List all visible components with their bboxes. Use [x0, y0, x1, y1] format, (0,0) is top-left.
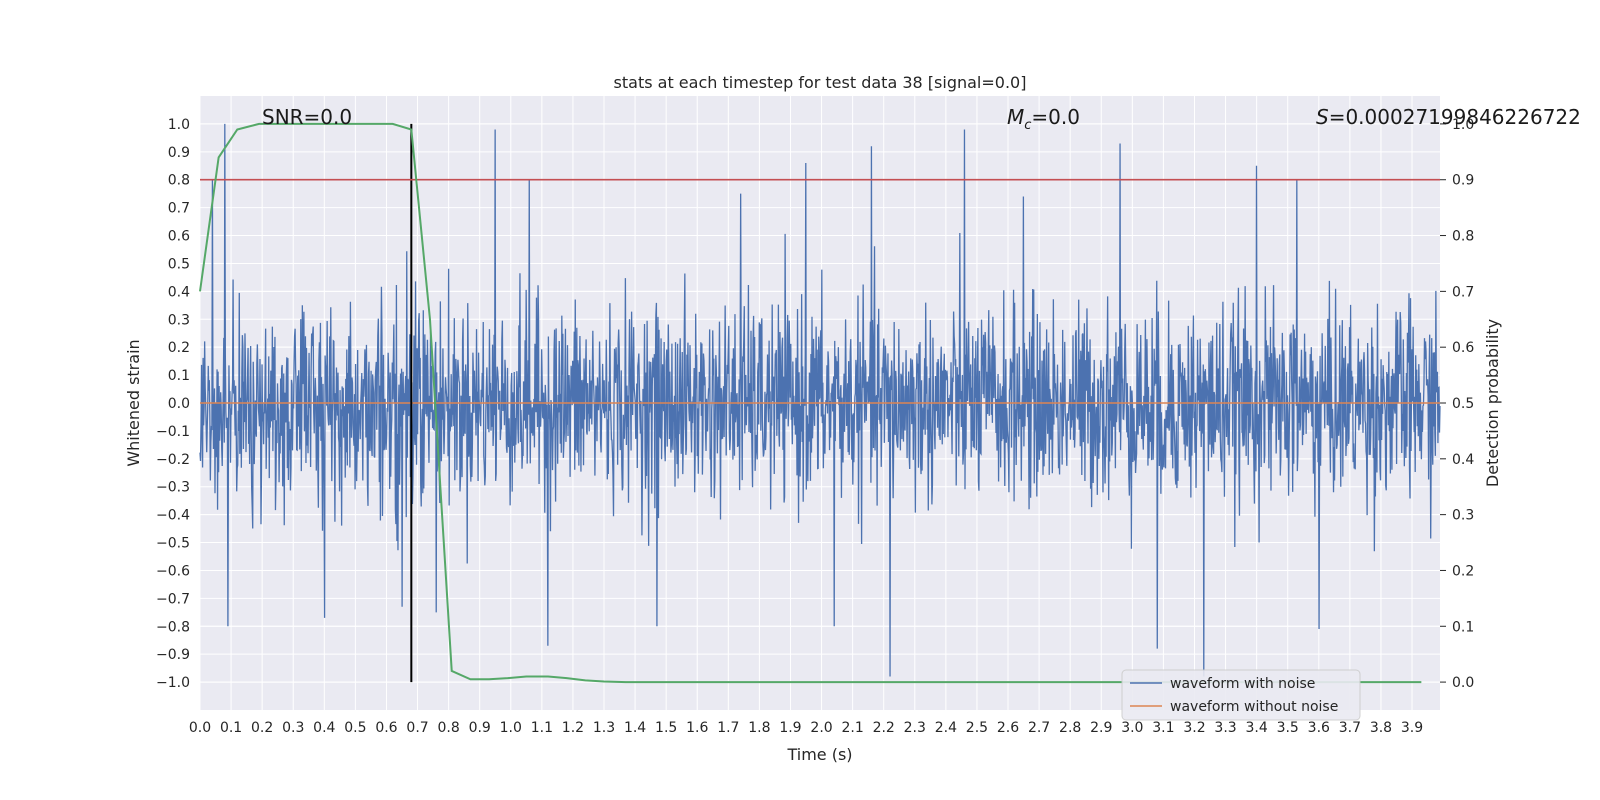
- s-annotation: S=0.00027199846226722: [1316, 105, 1581, 129]
- x-tick-label: 2.1: [841, 720, 863, 736]
- y2-tick-label: 0.3: [1452, 508, 1474, 524]
- y2-axis-label: Detection probability: [1483, 319, 1502, 487]
- y2-tick-label: 0.7: [1452, 284, 1474, 300]
- y-tick-label: −0.5: [156, 536, 190, 552]
- x-tick-label: 3.1: [1152, 720, 1174, 736]
- x-tick-label: 2.5: [966, 720, 988, 736]
- y-tick-label: −0.2: [156, 452, 190, 468]
- x-tick-label: 2.0: [810, 720, 832, 736]
- series-detection-probability: [199, 122, 1422, 684]
- x-tick-label: 1.0: [500, 720, 522, 736]
- x-tick-label: 2.4: [935, 720, 957, 736]
- y-tick-label: 0.6: [168, 229, 190, 245]
- x-tick-label: 1.8: [748, 720, 770, 736]
- y2-tick-label: 0.5: [1452, 396, 1474, 412]
- x-tick-label: 1.5: [655, 720, 677, 736]
- y-axis-label: Whitened strain: [124, 339, 143, 466]
- y-tick-label: 0.8: [168, 173, 190, 189]
- x-axis-label: Time (s): [786, 745, 852, 764]
- x-tick-label: 1.2: [562, 720, 584, 736]
- y-tick-label: 0.1: [168, 368, 190, 384]
- y2-tick-label: 0.6: [1452, 340, 1474, 356]
- chirp-mass-subscript: c: [1024, 118, 1031, 133]
- x-tick-label: 0.2: [251, 720, 273, 736]
- x-tick-label: 2.8: [1059, 720, 1081, 736]
- s-value: =0.00027199846226722: [1329, 105, 1581, 129]
- x-tick-label: 0.9: [469, 720, 491, 736]
- y-tick-label: −0.9: [156, 647, 190, 663]
- x-tick-label: 0.0: [189, 720, 211, 736]
- x-tick-label: 2.3: [904, 720, 926, 736]
- chirp-mass-value: =0.0: [1031, 105, 1080, 129]
- y2-tick-label: 0.2: [1452, 563, 1474, 579]
- y-tick-label: −0.3: [156, 480, 190, 496]
- y-tick-label: −0.7: [156, 591, 190, 607]
- x-tick-label: 2.9: [1090, 720, 1112, 736]
- x-tick-label: 0.7: [406, 720, 428, 736]
- x-tick-label: 1.3: [593, 720, 615, 736]
- x-tick-label: 0.1: [220, 720, 242, 736]
- y-tick-label: −0.4: [156, 508, 190, 524]
- x-tick-label: 3.8: [1370, 720, 1392, 736]
- x-tick-label: 1.7: [717, 720, 739, 736]
- legend-label-noise: waveform with noise: [1170, 676, 1315, 692]
- y2-tick-label: 0.1: [1452, 619, 1474, 635]
- x-tick-label: 2.2: [873, 720, 895, 736]
- legend-box: [1121, 669, 1361, 721]
- x-tick-label: 3.7: [1339, 720, 1361, 736]
- y-tick-label: −0.1: [156, 424, 190, 440]
- y2-tick-label: 0.9: [1452, 173, 1474, 189]
- y2-tick-labels: 1.0 0.9 0.8 0.7 0.6 0.5 0.4 0.3 0.2 0.1 0.0: [1440, 117, 1474, 691]
- x-tick-label: 1.1: [531, 720, 553, 736]
- x-tick-label: 0.5: [344, 720, 366, 736]
- reference-lines: [200, 123, 1440, 683]
- y-tick-label: 0.2: [168, 340, 190, 356]
- y-tick-label: 0.5: [168, 256, 190, 272]
- y-tick-label: 1.0: [168, 117, 190, 133]
- x-tick-label: 3.3: [1214, 720, 1236, 736]
- series-waveform-with-noise: [199, 123, 1441, 677]
- y-tick-label: −0.6: [156, 563, 190, 579]
- y2-tick-label: 0.8: [1452, 229, 1474, 245]
- x-tick-label: 3.2: [1183, 720, 1205, 736]
- legend: waveform with noise waveform without noi…: [1121, 669, 1361, 721]
- legend-label-clean: waveform without noise: [1170, 699, 1338, 715]
- y-tick-label: 0.3: [168, 312, 190, 328]
- x-tick-label: 3.6: [1308, 720, 1330, 736]
- snr-annotation: SNR=0.0: [262, 105, 352, 129]
- y-tick-label: −0.8: [156, 619, 190, 635]
- y2-tick-label: 1.0: [1452, 117, 1474, 133]
- x-tick-labels: 0.0 0.1 0.2 0.3 0.4 0.5 0.6 0.7 0.8 0.9 1.0 1.1 1.2 1…: [189, 720, 1423, 736]
- x-tick-label: 3.5: [1277, 720, 1299, 736]
- y-tick-label: 0.7: [168, 201, 190, 217]
- x-tick-label: 2.7: [1028, 720, 1050, 736]
- y-tick-label: −1.0: [156, 675, 190, 691]
- chirp-mass-symbol: M: [1007, 105, 1024, 129]
- chart-title: stats at each timestep for test data 38 …: [614, 73, 1027, 92]
- x-tick-label: 0.4: [313, 720, 335, 736]
- y-tick-label: 0.0: [168, 396, 190, 412]
- detection-probability-line: [199, 122, 1422, 684]
- s-symbol: S: [1316, 105, 1329, 129]
- x-tick-label: 3.9: [1401, 720, 1423, 736]
- x-tick-label: 0.3: [282, 720, 304, 736]
- x-tick-label: 0.8: [437, 720, 459, 736]
- x-tick-label: 1.4: [624, 720, 646, 736]
- y-tick-label: 0.9: [168, 145, 190, 161]
- y-tick-labels: 1.0 0.9 0.8 0.7 0.6 0.5 0.4 0.3 0.2 0.1 0.0 −0.1 −0.…: [156, 117, 190, 691]
- y-tick-label: 0.4: [168, 284, 190, 300]
- x-tick-label: 1.9: [779, 720, 801, 736]
- waveform-with-noise-line: [199, 123, 1441, 677]
- y2-tick-label: 0.4: [1452, 452, 1474, 468]
- y2-tick-label: 0.0: [1452, 675, 1474, 691]
- x-tick-label: 0.6: [375, 720, 397, 736]
- chirp-mass-annotation: Mc=0.0: [1007, 105, 1080, 133]
- x-tick-label: 1.6: [686, 720, 708, 736]
- x-tick-label: 2.6: [997, 720, 1019, 736]
- x-tick-label: 3.0: [1121, 720, 1143, 736]
- x-tick-label: 3.4: [1246, 720, 1268, 736]
